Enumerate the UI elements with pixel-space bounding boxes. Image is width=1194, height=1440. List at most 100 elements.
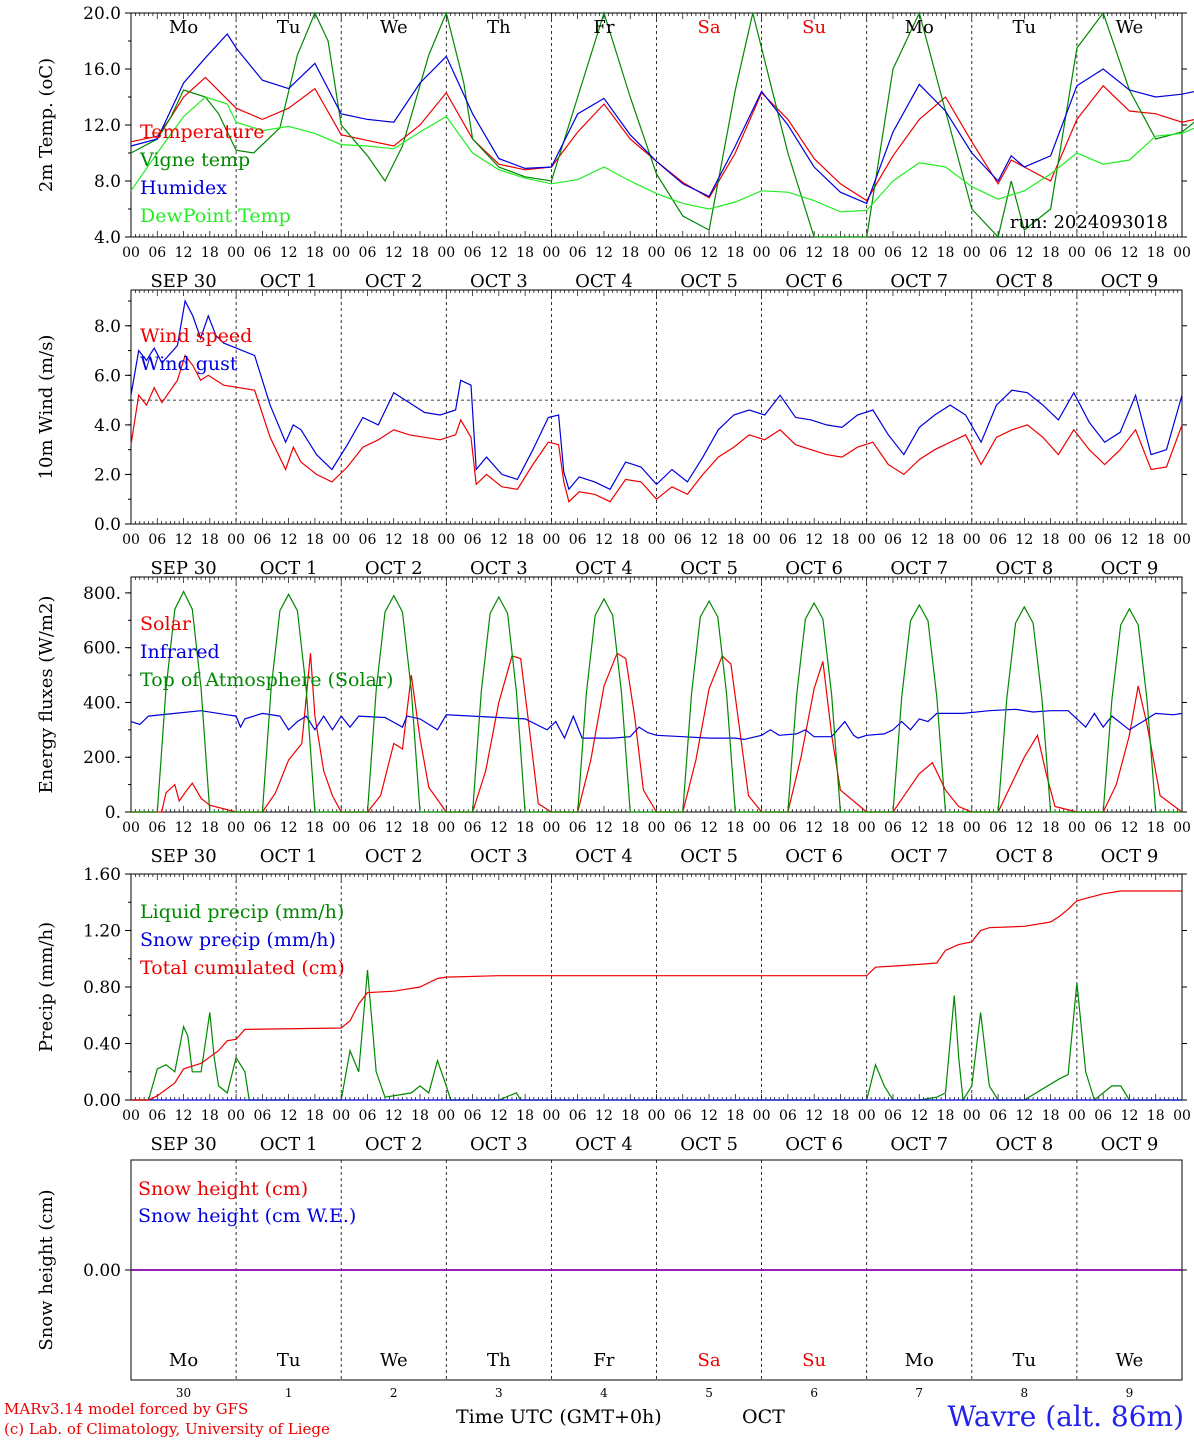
panel-4-hour-label: 00 [437, 1108, 455, 1124]
panel-3-series-infrared [130, 708, 1183, 741]
panel-1-hour-label: 18 [621, 245, 639, 261]
panel-2-hour-label: 06 [253, 532, 271, 548]
panel-2-hour-label: 18 [621, 532, 639, 548]
panel-2-date-label: OCT 7 [890, 558, 948, 579]
panel-1-weekday-label: Tu [1013, 17, 1037, 38]
panel-1-hour-label: 18 [1147, 245, 1165, 261]
panel-1-hour-label: 18 [1042, 245, 1060, 261]
panel-1-hour-label: 06 [148, 245, 166, 261]
panel-1-series-vigne-temp [130, 10, 1194, 239]
panel-4-hour-label: 18 [621, 1108, 639, 1124]
panel-1-ytick-label: 4.0 [94, 228, 121, 248]
panel-5-weekday-label: Th [487, 1350, 511, 1371]
panel-2-hour-label: 00 [227, 532, 245, 548]
panel-2-legend-entry: Wind speed [140, 325, 252, 347]
panel-2-hour-label: 00 [332, 532, 350, 548]
panel-1-hour-label: 18 [832, 245, 850, 261]
panel-1-weekday-label: We [380, 17, 408, 38]
panel-2-hour-label: 00 [648, 532, 666, 548]
panel-4-date-label: OCT 7 [890, 1134, 948, 1155]
panel-3-hour-label: 00 [1068, 820, 1086, 836]
panel-2-hour-label: 00 [963, 532, 981, 548]
panel-2-ytick-label: 2.0 [94, 465, 121, 485]
panel-1-hour-label: 18 [726, 245, 744, 261]
panel-4-hour-label: 18 [726, 1108, 744, 1124]
panel-1-date-label: SEP 30 [150, 271, 216, 292]
panel-3-ytick-label: 600. [83, 639, 121, 659]
panel-1-hour-label: 00 [858, 245, 876, 261]
panel-1-hour-label: 06 [569, 245, 587, 261]
panel-1-hour-label: 00 [227, 245, 245, 261]
panel-2-hour-label: 06 [884, 532, 902, 548]
panel-2-ytick-label: 0.0 [94, 515, 121, 535]
panel-1-date-label: OCT 8 [995, 271, 1053, 292]
panel-2-legend-entry: Wind gust [140, 353, 238, 375]
panel-3-hour-label: 00 [332, 820, 350, 836]
panel-3-hour-label: 18 [306, 820, 324, 836]
panel-1-date-label: OCT 4 [575, 271, 633, 292]
panel-2-hour-label: 18 [201, 532, 219, 548]
panel-3-ytick-label: 400. [83, 693, 121, 713]
panel-4-hour-label: 18 [516, 1108, 534, 1124]
panel-3-hour-label: 18 [726, 820, 744, 836]
panel-3-date-label: OCT 1 [260, 846, 318, 867]
panel-4-date-label: OCT 5 [680, 1134, 738, 1155]
panel-4-date-label: OCT 4 [575, 1134, 633, 1155]
panel-3-ytick-label: 800. [83, 584, 121, 604]
panel-2-date-label: SEP 30 [150, 558, 216, 579]
panel-1-ytick-label: 16.0 [83, 60, 121, 80]
panel-1-date-label: OCT 3 [470, 271, 528, 292]
panel-4-hour-label: 06 [569, 1108, 587, 1124]
panel-2-hour-label: 06 [148, 532, 166, 548]
panel-1-date-label: OCT 9 [1101, 271, 1159, 292]
panel-2-hour-label: 06 [989, 532, 1007, 548]
panel-1-hour-label: 12 [1015, 245, 1033, 261]
panel-3-hour-label: 12 [385, 820, 403, 836]
panel-2-hour-label: 18 [937, 532, 955, 548]
panel-2-hour-label: 06 [779, 532, 797, 548]
panel-2-hour-label: 00 [753, 532, 771, 548]
panel-1-hour-label: 18 [937, 245, 955, 261]
panel-2-hour-label: 00 [542, 532, 560, 548]
panel-1-weekday-label: Th [487, 17, 511, 38]
panel-1-hour-label: 18 [306, 245, 324, 261]
panel-4-hour-label: 12 [595, 1108, 613, 1124]
panel-2-hour-label: 18 [726, 532, 744, 548]
panel-2-hour-label: 00 [122, 532, 140, 548]
panel-4-hour-label: 18 [1042, 1108, 1060, 1124]
panel-3-series-top-of-atmosphere-solar- [131, 590, 1182, 813]
panel-5-day-number: 2 [390, 1386, 398, 1400]
panel-3-date-label: OCT 4 [575, 846, 633, 867]
panel-1-weekday-label: Fr [593, 17, 614, 38]
panel-1-date-label: OCT 2 [365, 271, 423, 292]
panel-4-hour-label: 12 [805, 1108, 823, 1124]
panel-1-hour-label: 12 [280, 245, 298, 261]
x-axis-title: Time UTC (GMT+0h) [456, 1406, 662, 1428]
panel-1-ytick-label: 20.0 [83, 4, 121, 24]
panel-1-hour-label: 00 [542, 245, 560, 261]
panel-3-hour-label: 12 [280, 820, 298, 836]
panel-4-hour-label: 00 [648, 1108, 666, 1124]
panel-4-hour-label: 00 [542, 1108, 560, 1124]
panel-1-hour-label: 00 [963, 245, 981, 261]
panel-1-hour-label: 12 [385, 245, 403, 261]
panel-4-date-label: OCT 6 [785, 1134, 843, 1155]
panel-1-weekday-label: Su [802, 17, 826, 38]
panel-4-hour-label: 18 [832, 1108, 850, 1124]
panel-4-date-label: OCT 3 [470, 1134, 528, 1155]
panel-3-hour-label: 06 [569, 820, 587, 836]
panel-2-hour-label: 06 [569, 532, 587, 548]
panel-4-legend-entry: Liquid precip (mm/h) [140, 901, 344, 923]
panel-3-hour-label: 18 [832, 820, 850, 836]
panel-2-date-label: OCT 5 [680, 558, 738, 579]
panel-1-hour-label: 06 [253, 245, 271, 261]
panel-3-hour-label: 18 [937, 820, 955, 836]
panel-3-hour-label: 00 [753, 820, 771, 836]
panel-4-hour-label: 12 [280, 1108, 298, 1124]
panel-4-series-total-cumulated-cm- [131, 890, 1182, 1101]
panel-4-hour-label: 00 [332, 1108, 350, 1124]
panel-4-hour-label: 06 [464, 1108, 482, 1124]
panel-2-hour-label: 06 [1094, 532, 1112, 548]
panel-4-hour-label: 00 [1173, 1108, 1191, 1124]
panel-4-hour-label: 00 [858, 1108, 876, 1124]
